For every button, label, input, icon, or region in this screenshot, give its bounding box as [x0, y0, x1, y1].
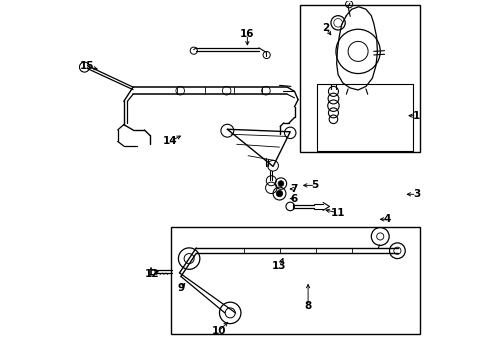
Text: 9: 9: [177, 283, 184, 293]
Text: 4: 4: [383, 214, 390, 224]
Bar: [171, 227, 419, 334]
Circle shape: [278, 181, 283, 186]
Text: 15: 15: [79, 62, 94, 71]
Text: 5: 5: [311, 180, 318, 190]
Text: 11: 11: [330, 208, 345, 218]
Text: 7: 7: [289, 184, 297, 194]
Bar: [299, 5, 419, 152]
Text: 6: 6: [289, 194, 297, 203]
Text: 14: 14: [163, 136, 177, 147]
Text: 1: 1: [412, 111, 420, 121]
Text: 16: 16: [240, 29, 254, 39]
Text: 13: 13: [272, 261, 286, 271]
Text: 8: 8: [304, 301, 311, 311]
Text: 2: 2: [322, 23, 329, 33]
Text: 10: 10: [211, 326, 225, 336]
Circle shape: [276, 190, 282, 197]
Text: 12: 12: [145, 269, 159, 279]
Bar: [316, 84, 412, 152]
Text: 3: 3: [412, 189, 420, 199]
